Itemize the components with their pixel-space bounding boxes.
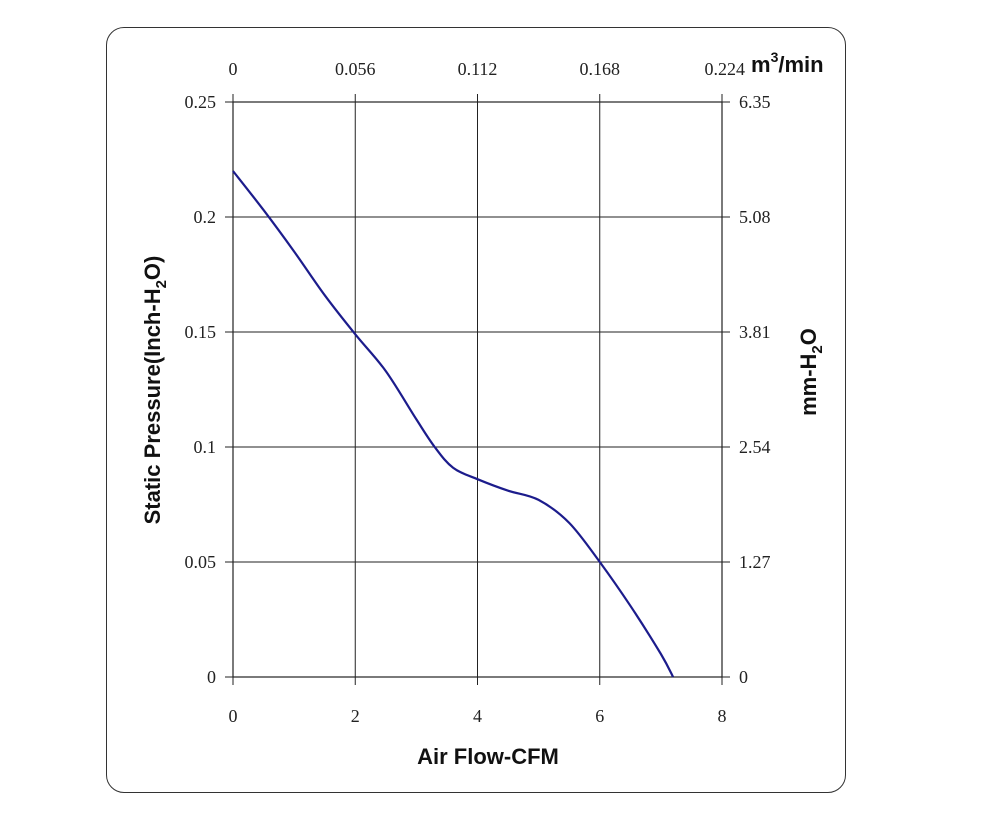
x-axis-title: Air Flow-CFM xyxy=(417,744,559,769)
y-tick-label: 0.15 xyxy=(185,322,217,342)
x-tick-label: 2 xyxy=(351,706,360,726)
grid xyxy=(233,102,722,677)
chart-frame xyxy=(106,27,846,793)
x2-axis-title: m3/min xyxy=(751,49,824,77)
y-axis-title-left-sub: 2 xyxy=(153,280,170,288)
x2-tick-label: 0.224 xyxy=(705,59,746,79)
x2-tick-label: 0.168 xyxy=(580,59,621,79)
y-axis-title-right: mm-H2O xyxy=(796,328,826,416)
series-line xyxy=(232,170,675,678)
y2-tick-label: 3.81 xyxy=(739,322,771,342)
y2-tick-label: 6.35 xyxy=(739,92,771,112)
x2-tick-label: 0.112 xyxy=(458,59,498,79)
y-axis-title-right-end: O xyxy=(796,328,821,345)
x2-axis-title-sup: 3 xyxy=(771,49,779,65)
y2-tick-label: 5.08 xyxy=(739,207,771,227)
y-tick-label: 0.1 xyxy=(194,437,217,457)
x-tick-label: 0 xyxy=(229,706,238,726)
tick-marks xyxy=(225,94,730,685)
y-axis-title-left-end: O) xyxy=(140,256,165,280)
y-axis-title-left: Static Pressure(Inch-H2O) xyxy=(140,256,170,525)
y-axis-title-right-sub: 2 xyxy=(809,345,826,353)
y2-tick-label: 0 xyxy=(739,667,748,687)
x2-tick-label: 0.056 xyxy=(335,59,376,79)
x2-axis-title-main: m xyxy=(751,52,771,77)
x-tick-label: 8 xyxy=(718,706,727,726)
y-axis-title-right-main: mm-H xyxy=(796,354,821,416)
y-tick-label: 0.05 xyxy=(185,552,217,572)
x2-tick-label: 0 xyxy=(229,59,238,79)
x-tick-label: 4 xyxy=(473,706,482,726)
y-tick-label: 0.25 xyxy=(185,92,217,112)
x2-axis-title-end: /min xyxy=(778,52,823,77)
y2-tick-label: 1.27 xyxy=(739,552,771,572)
x-tick-label: 6 xyxy=(595,706,604,726)
y2-tick-label: 2.54 xyxy=(739,437,771,457)
y-tick-label: 0 xyxy=(207,667,216,687)
y-tick-label: 0.2 xyxy=(194,207,217,227)
y-axis-title-left-main: Static Pressure(Inch-H xyxy=(140,288,165,524)
